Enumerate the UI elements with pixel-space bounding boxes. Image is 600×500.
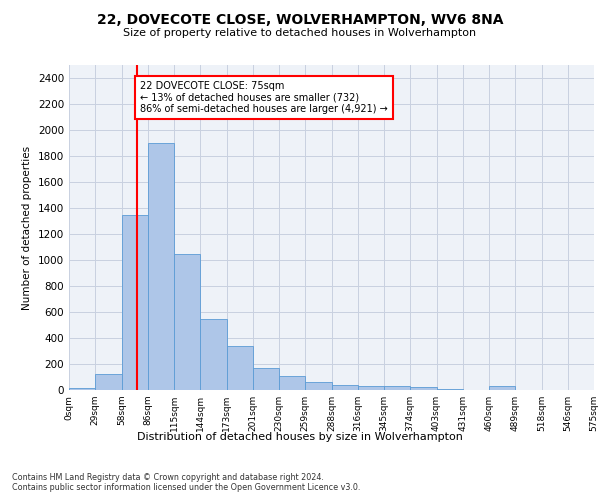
- Bar: [489, 386, 515, 390]
- Bar: [331, 385, 358, 390]
- Y-axis label: Number of detached properties: Number of detached properties: [22, 146, 32, 310]
- Bar: [95, 374, 121, 390]
- Bar: [305, 382, 331, 390]
- Text: Size of property relative to detached houses in Wolverhampton: Size of property relative to detached ho…: [124, 28, 476, 38]
- Text: 22, DOVECOTE CLOSE, WOLVERHAMPTON, WV6 8NA: 22, DOVECOTE CLOSE, WOLVERHAMPTON, WV6 8…: [97, 12, 503, 26]
- Bar: [148, 143, 174, 390]
- Bar: [200, 319, 227, 390]
- Bar: [410, 387, 437, 390]
- Bar: [69, 388, 95, 390]
- Bar: [358, 386, 384, 390]
- Text: Contains HM Land Registry data © Crown copyright and database right 2024.
Contai: Contains HM Land Registry data © Crown c…: [12, 472, 361, 492]
- Bar: [384, 386, 410, 390]
- Text: 22 DOVECOTE CLOSE: 75sqm
← 13% of detached houses are smaller (732)
86% of semi-: 22 DOVECOTE CLOSE: 75sqm ← 13% of detach…: [140, 80, 388, 114]
- Bar: [174, 254, 200, 390]
- Text: Distribution of detached houses by size in Wolverhampton: Distribution of detached houses by size …: [137, 432, 463, 442]
- Bar: [121, 215, 148, 390]
- Bar: [253, 368, 279, 390]
- Bar: [227, 346, 253, 390]
- Bar: [279, 376, 305, 390]
